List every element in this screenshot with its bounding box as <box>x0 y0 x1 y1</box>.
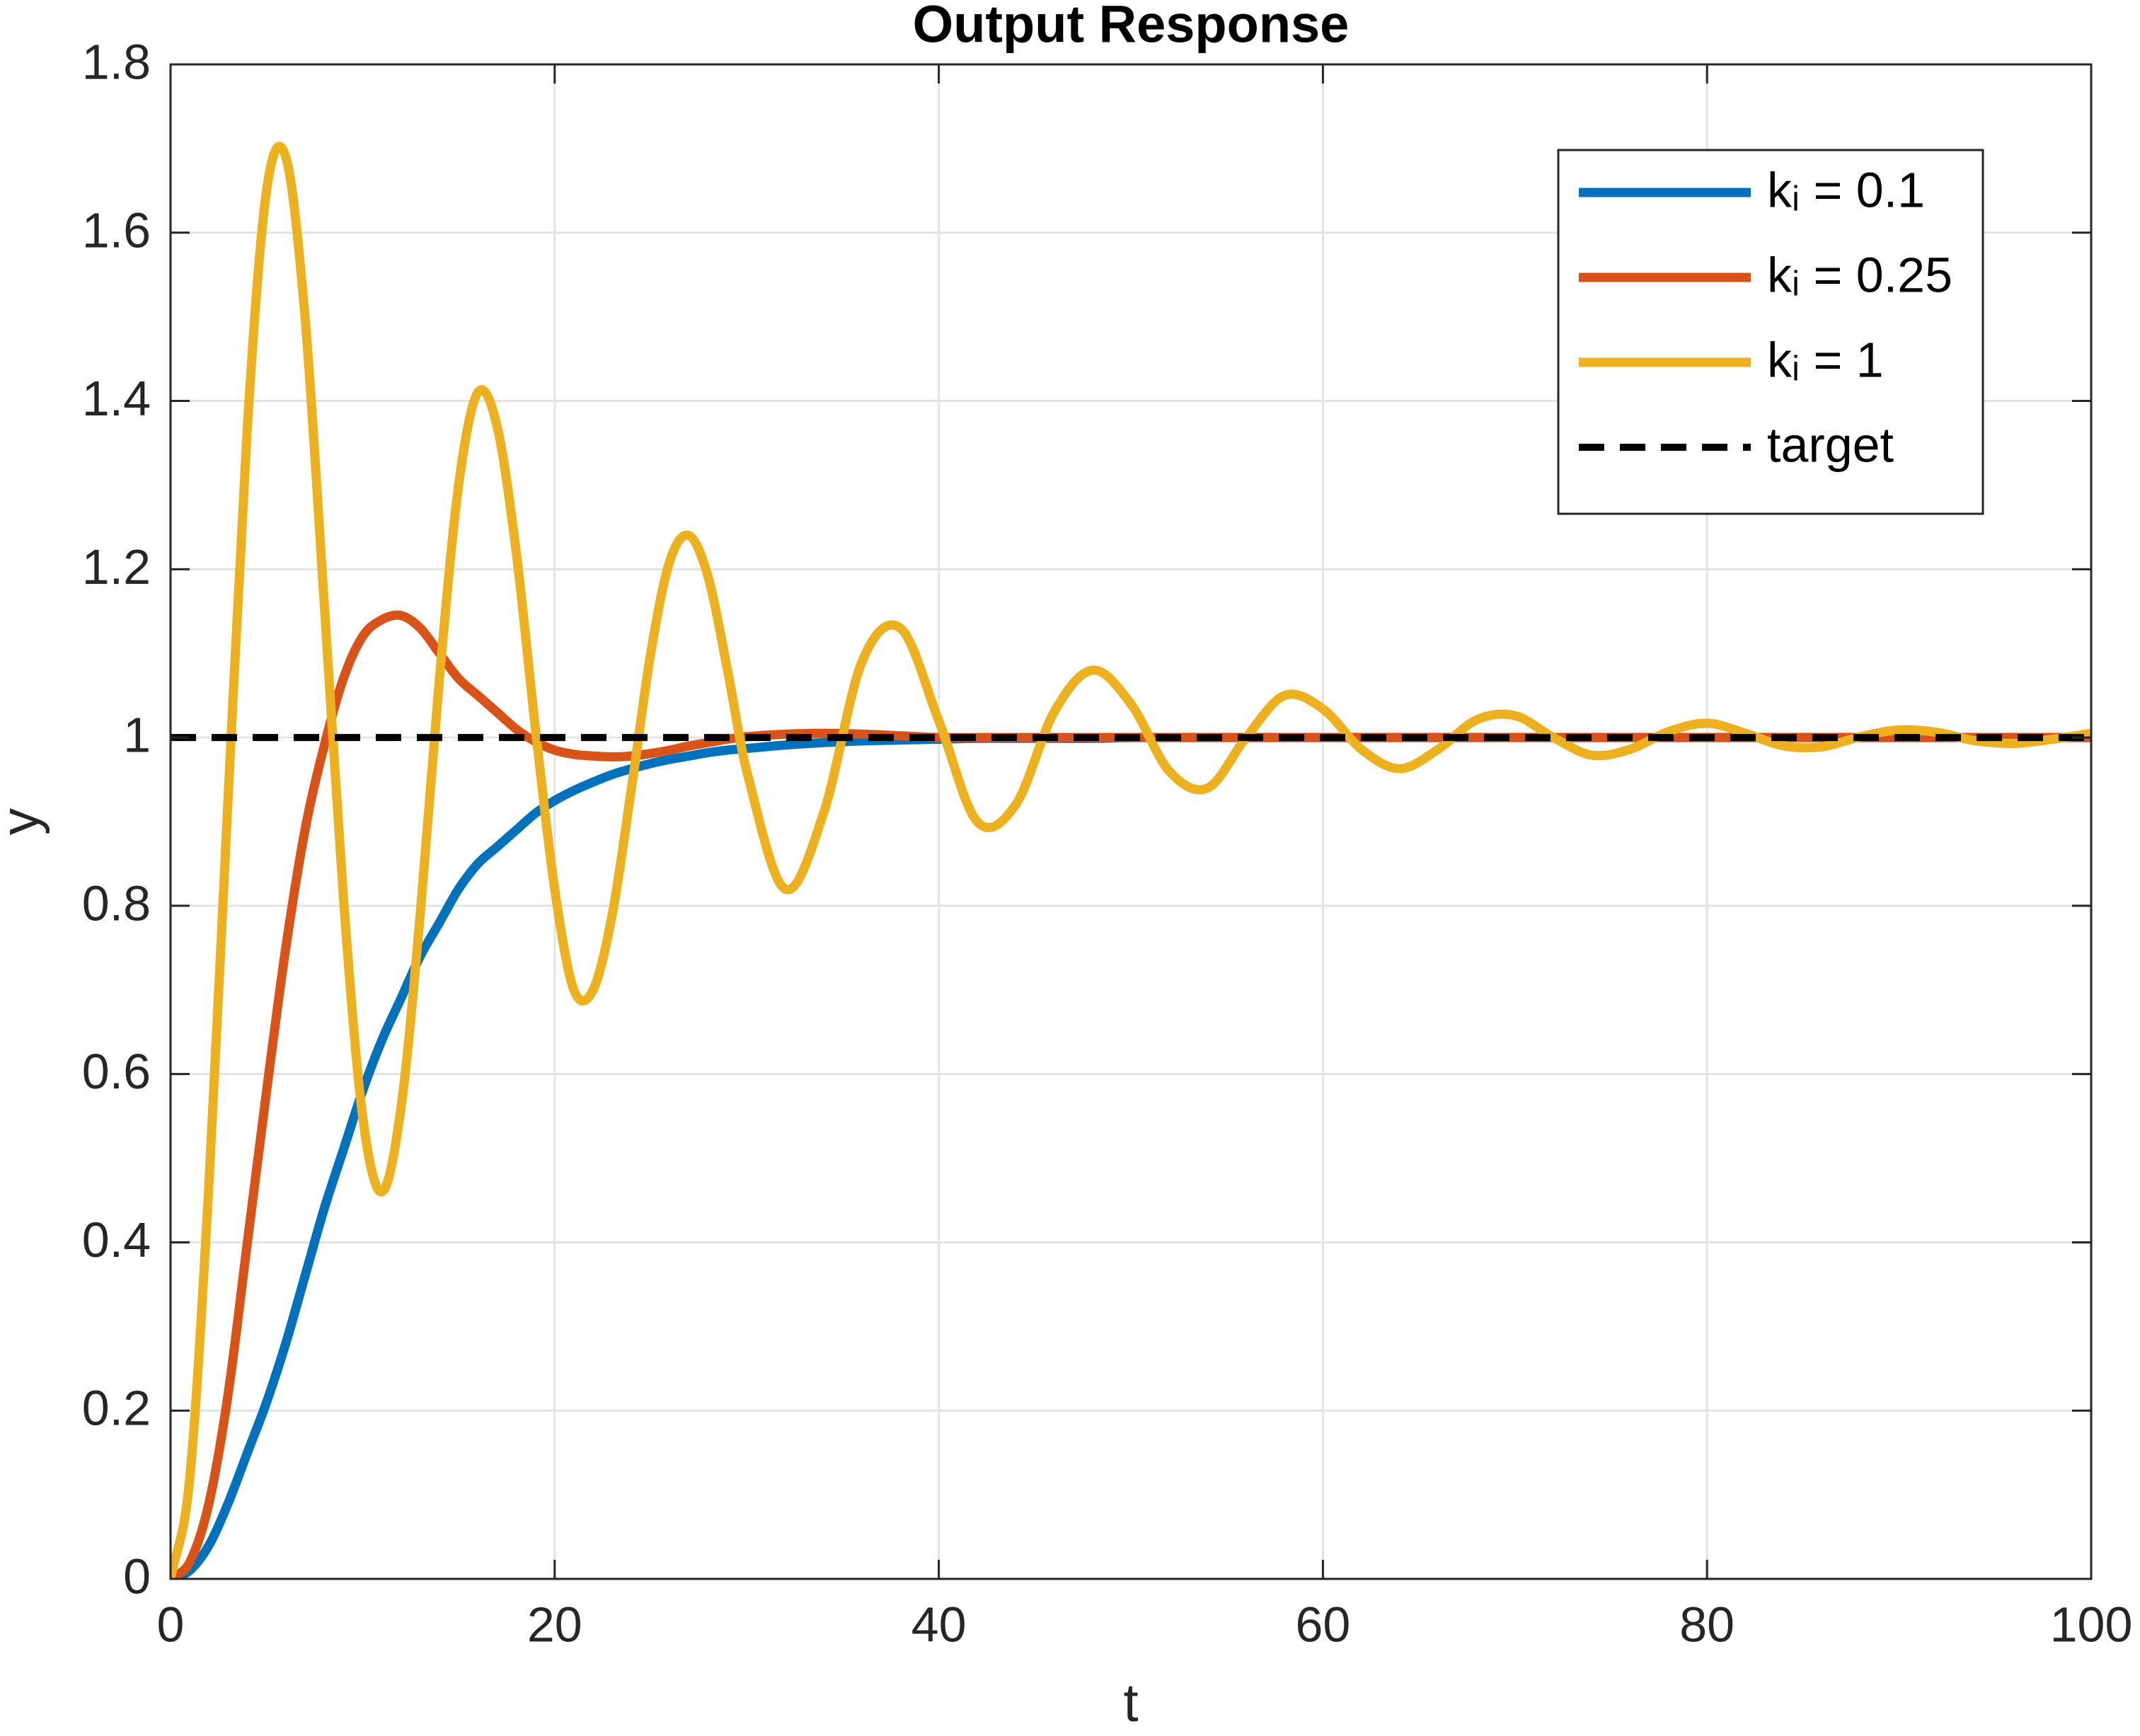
legend-label: target <box>1767 417 1894 472</box>
y-tick-label: 1.8 <box>82 34 151 89</box>
y-tick-label: 1.4 <box>82 371 151 426</box>
legend-label: kᵢ = 0.25 <box>1767 247 1952 302</box>
y-tick-label: 1.2 <box>82 539 151 594</box>
x-tick-label: 80 <box>1679 1597 1735 1652</box>
x-tick-label: 40 <box>911 1597 967 1652</box>
y-tick-label: 1.6 <box>82 202 151 258</box>
x-tick-label: 100 <box>2050 1597 2133 1652</box>
y-tick-label: 0.2 <box>82 1381 151 1436</box>
x-tick-label: 60 <box>1295 1597 1350 1652</box>
y-tick-label: 0.8 <box>82 875 151 931</box>
x-axis-label: t <box>1123 1673 1138 1733</box>
series-line <box>171 142 2091 1579</box>
y-tick-label: 0.4 <box>82 1212 151 1267</box>
legend-label: kᵢ = 0.1 <box>1767 162 1925 217</box>
chart-title: Output Response <box>913 0 1350 54</box>
axes-box <box>169 63 2093 1580</box>
legend-box <box>1557 149 1984 515</box>
y-axis-label: y <box>0 808 50 835</box>
y-tick-label: 0 <box>123 1548 151 1604</box>
y-tick-label: 1 <box>123 708 151 763</box>
x-tick-label: 20 <box>527 1597 582 1652</box>
legend-label: kᵢ = 1 <box>1767 332 1884 387</box>
x-tick-label: 0 <box>157 1597 185 1652</box>
y-tick-label: 0.6 <box>82 1044 151 1099</box>
